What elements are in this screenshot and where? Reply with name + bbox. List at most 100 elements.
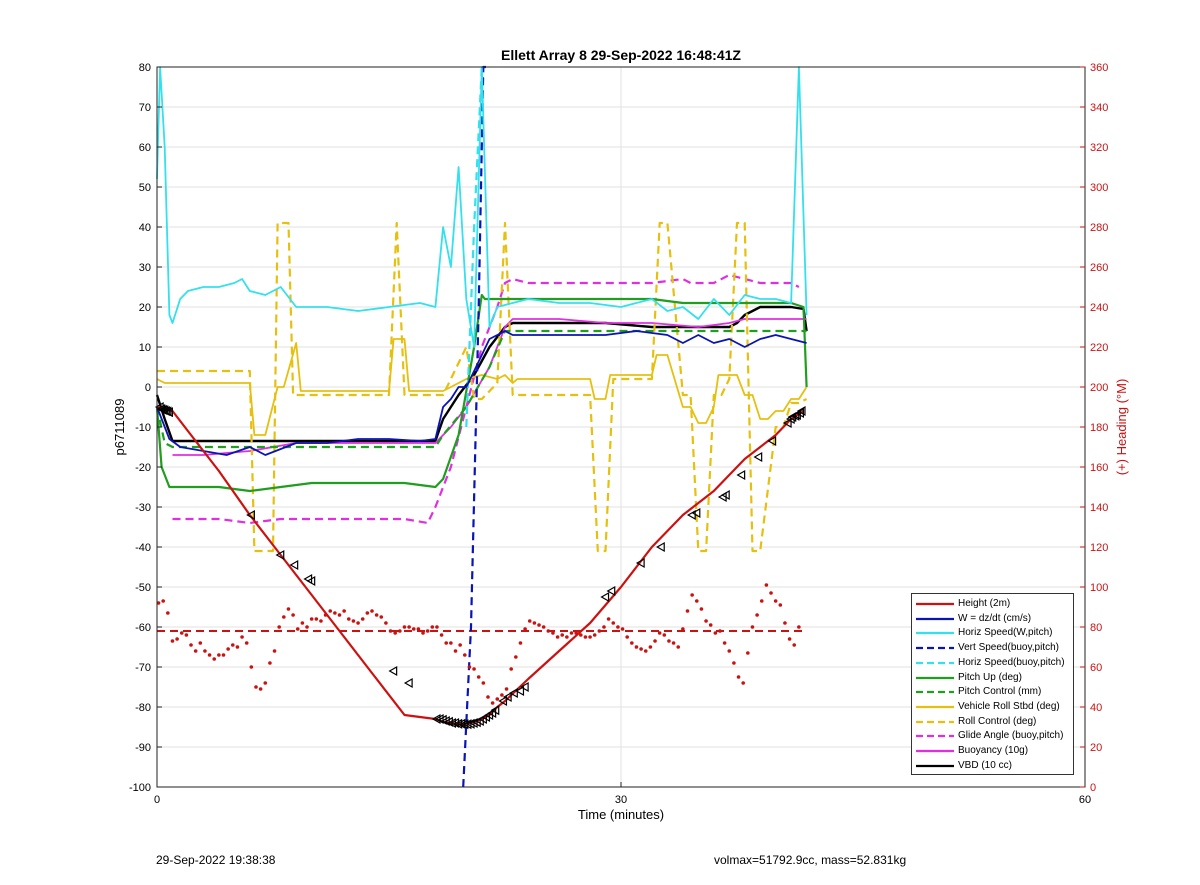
heading-point [639,647,643,651]
heading-point [750,625,755,629]
y-tick-label-left: -40 [135,542,151,554]
heading-point [425,629,430,633]
legend-swatch [916,632,954,635]
heading-point [161,599,165,603]
heading-point [374,613,379,617]
y-tick-label-right: 140 [1090,502,1108,514]
y-tick-label-right: 180 [1090,422,1108,434]
legend-label: Glide Angle (buoy,pitch) [958,730,1064,742]
heading-point [704,619,708,623]
heading-point [346,617,351,621]
heading-point [778,603,783,607]
axes: -100-90-80-70-60-50-40-30-20-10010203040… [129,62,1108,806]
heading-point [662,633,667,637]
height-marker [635,557,645,569]
legend-label: Buoyancy (10g) [958,745,1029,756]
height-marker [795,407,805,419]
heading-point [523,627,527,631]
heading-point [602,625,606,629]
height-marker [498,695,508,707]
heading-point [588,635,592,639]
legend-label: Roll Control (deg) [958,715,1037,727]
heading-point [254,685,258,689]
legend-swatch [916,691,954,694]
y-tick-label-left: -50 [135,582,151,594]
heading-point [393,631,397,635]
height-marker [490,705,500,716]
heading-point [764,583,769,587]
height-marker [462,719,472,730]
legend-swatch [916,705,954,708]
y-tick-label-right: 260 [1090,262,1108,274]
heading-point [653,639,657,643]
heading-point [170,639,175,643]
heading-point [295,627,300,631]
legend-swatch [916,602,954,606]
y-tick-label-right: 80 [1090,622,1102,634]
heading-point [333,611,337,615]
heading-point [620,627,625,631]
heading-point [555,635,560,639]
heading-point [189,643,193,647]
chart-title: Ellett Array 8 29-Sep-2022 16:48:41Z [501,47,741,63]
heading-point [384,621,388,625]
legend-item-buoyancy-10g: Buoyancy (10g) [912,744,1073,759]
x-tick-label: 0 [154,794,160,806]
heading-point [504,687,509,691]
heading-point [356,621,360,625]
legend-label: VBD (10 cc) [958,759,1012,771]
y-tick-label-left: -80 [135,702,151,714]
height-marker [767,435,777,447]
series-horiz-speed-buoy-pitch [465,66,483,428]
legend-swatch [916,676,954,679]
height-marker [720,489,730,501]
heading-point [258,687,263,691]
legend-label: Horiz Speed(W,pitch) [958,627,1053,639]
heading-point [565,635,569,639]
y-tick-label-right: 60 [1090,662,1102,674]
heading-point [156,601,161,605]
y-tick-label-left: -30 [135,502,151,514]
heading-point [221,653,226,657]
heading-point [365,611,370,615]
legend-label: Vert Speed(buoy,pitch) [958,642,1059,654]
heading-point [249,665,254,669]
heading-point [690,593,694,597]
height-marker [515,685,525,697]
heading-point [472,667,476,671]
height-marker [289,559,299,571]
heading-point [486,695,490,699]
heading-point [718,629,722,633]
y-tick-label-left: 20 [139,302,151,314]
heading-point [792,643,797,647]
height-marker [782,417,792,429]
heading-point [467,665,472,669]
heading-point [388,629,393,633]
y-tick-label-left: -70 [135,662,151,674]
legend-swatch [916,720,954,723]
y-tick-label-left: 40 [139,222,151,234]
heading-point [732,661,736,665]
heading-point [444,641,449,645]
heading-point [411,627,416,631]
y-tick-label-right: 100 [1090,582,1108,594]
heading-point [212,657,217,661]
legend-swatch [916,617,954,620]
height-marker [306,575,316,587]
y-tick-label-right: 220 [1090,342,1108,354]
y-tick-label-left: 80 [139,62,151,74]
heading-point [166,611,170,615]
legend-item-w-dz-dt-cm-s: W = dz/dt (cm/s) [912,612,1073,627]
legend-item-vehicle-roll-stbd-deg: Vehicle Roll Stbd (deg) [912,700,1073,715]
x-tick-label: 30 [615,794,627,806]
heading-point [797,625,801,629]
heading-point [490,701,495,705]
heading-point [193,649,198,653]
x-tick-label: 60 [1079,794,1091,806]
heading-point [226,647,230,651]
legend-label: Horiz Speed(buoy,pitch) [958,656,1065,668]
heading-point [537,623,541,627]
height-marker [434,713,444,725]
heading-point [230,643,235,647]
y-tick-label-right: 280 [1090,222,1108,234]
